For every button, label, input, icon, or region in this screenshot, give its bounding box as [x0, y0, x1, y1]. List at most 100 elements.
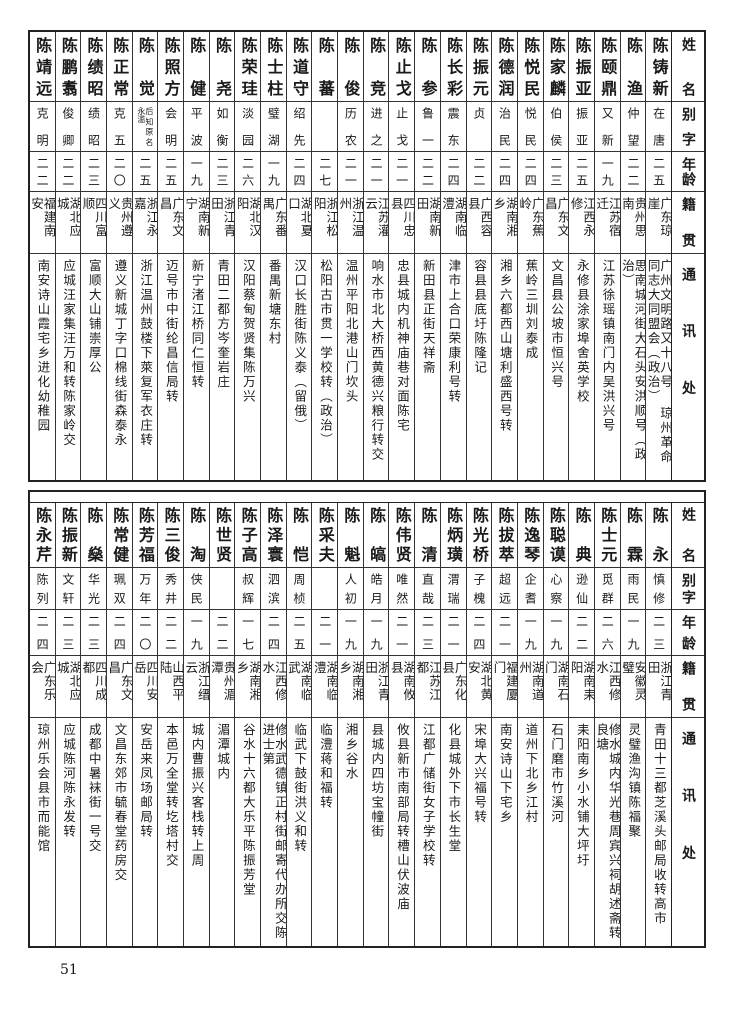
- origin-cell: 贵州湄潭: [209, 656, 235, 718]
- name-cell: 陈德润: [492, 32, 517, 102]
- alias-cell: 贞: [466, 102, 492, 152]
- address-text: 文昌县公坡市恒兴号: [549, 259, 565, 390]
- person-column: 陈绩昭 绩昭 二三 四川富顺 富顺大山铺崇厚公: [80, 32, 106, 480]
- origin-text: 四川富顺: [81, 197, 106, 238]
- address-cell: 汉口长胜街陈义泰（留俄）: [287, 254, 312, 480]
- origin-text: 湖北应城: [55, 197, 81, 238]
- name-text: 陈振亚: [572, 37, 592, 96]
- origin-cell: 四川安岳: [132, 656, 158, 718]
- origin-text: 福建南安: [29, 197, 55, 238]
- age-text: 二二: [35, 157, 50, 186]
- origin-text: 浙江青田: [646, 661, 671, 702]
- name-cell: 陈泽寰: [261, 502, 286, 568]
- header-alias-text: 别字: [680, 107, 696, 146]
- alias-cell: 叔辉: [235, 568, 260, 610]
- origin-cell: 江西永修: [569, 192, 594, 254]
- address-text: 容县县底圩陈隆记: [472, 259, 488, 375]
- name-cell: 陈铸新: [646, 32, 671, 102]
- origin-text: 湖北夏口: [286, 197, 312, 238]
- origin-cell: 安徽灵璧: [620, 656, 646, 718]
- age-text: 二三: [420, 615, 435, 650]
- address-text: 广州文明路又十八号 琼州革命同志大同盟会（政治）: [646, 259, 671, 465]
- name-cell: 陈逸琴: [517, 502, 543, 568]
- age-text: 二四: [497, 157, 512, 186]
- origin-text: 安徽灵璧: [620, 661, 646, 702]
- age-text: 二六: [600, 615, 615, 650]
- alias-cell: 陈列: [29, 568, 55, 610]
- alias-cell: 皓月: [363, 568, 389, 610]
- person-column: 陈渔 仲望 二二 贵州思南 思南城河街大石头安洪顺号（政治）: [619, 32, 646, 480]
- name-text: 陈家麟: [546, 37, 566, 96]
- age-cell: 二一: [389, 610, 415, 656]
- origin-text: 浙江永嘉: [132, 197, 158, 238]
- name-cell: 陈靖远: [29, 32, 55, 102]
- alias-cell: 仲望: [620, 102, 646, 152]
- age-cell: 二四: [517, 152, 543, 192]
- alias-cell: 绍先: [286, 102, 312, 152]
- alias-text: 悦民: [523, 107, 538, 146]
- person-column: 陈鹏翥 俊卿 二二 湖北应城 应城汪家集汪万和转陈家岭交: [54, 32, 81, 480]
- name-cell: 陈魁: [338, 502, 363, 568]
- alias-cell: 俊卿: [55, 102, 81, 152]
- alias-cell: 克五: [106, 102, 132, 152]
- origin-text: 湖南石门: [543, 661, 569, 702]
- alias-text: 企耆: [523, 573, 538, 604]
- name-text: 陈振元: [469, 37, 489, 96]
- alias-text: 淡园: [240, 107, 255, 146]
- header-age-cell: 年龄: [672, 152, 704, 192]
- alias-cell: 震东: [440, 102, 466, 152]
- origin-text: 福建厦门: [492, 661, 517, 702]
- origin-cell: 湖南新田: [415, 192, 440, 254]
- address-cell: 广州文明路又十八号 琼州革命同志大同盟会（政治）: [646, 254, 671, 480]
- address-cell: 城内曹振兴客栈转上周: [184, 718, 209, 946]
- name-text: 陈尧: [212, 37, 232, 96]
- person-column: 陈尧 如衡 二三 浙江青田 青田二都方岑奎岩庄: [208, 32, 235, 480]
- alias-cell: 文轩: [55, 568, 81, 610]
- address-text: 本邑万全堂转圪塔村交: [163, 723, 179, 868]
- age-text: 二二: [625, 157, 640, 186]
- age-cell: 二三: [55, 610, 81, 656]
- name-text: 陈铸新: [649, 37, 669, 96]
- age-text: 二一: [497, 615, 512, 650]
- address-cell: 松阳古市贯一学校转（政治）: [312, 254, 337, 480]
- person-column: 陈竞 进之 二一 江苏灌云 响水市北大桥西黄德兴粮行转交: [362, 32, 389, 480]
- origin-cell: 湖南临澧: [440, 192, 466, 254]
- alias-cell: 平波: [183, 102, 209, 152]
- alias-text: 觅群: [600, 573, 615, 604]
- alias-cell: [312, 568, 338, 610]
- address-text: 临武下鼓街洪义和转: [292, 723, 308, 854]
- origin-text: 江苏江都: [415, 661, 440, 702]
- origin-cell: 广东琼崖: [646, 192, 671, 254]
- age-cell: 一九: [338, 610, 363, 656]
- address-cell: 文昌县公坡市恒兴号: [544, 254, 569, 480]
- age-text: 二三: [651, 615, 666, 650]
- address-text: 县城内四坊宝幢街: [369, 723, 385, 839]
- origin-text: 贵州思南: [620, 197, 646, 238]
- address-cell: 本邑万全堂转圪塔村交: [158, 718, 183, 946]
- alias-cell: 雨民: [620, 568, 646, 610]
- address-text: 温州平阳北港山门坎头: [343, 259, 359, 404]
- origin-text: 广东琼崖: [646, 197, 671, 238]
- name-text: 陈常健: [110, 507, 130, 562]
- origin-cell: 湖南耒阳: [569, 656, 594, 718]
- origin-cell: 江西修水: [594, 656, 620, 718]
- name-text: 陈振新: [58, 507, 78, 562]
- header-address-text: 通讯处: [680, 267, 696, 397]
- name-text: 陈靖远: [33, 37, 53, 96]
- name-text: 陈长彩: [444, 37, 464, 96]
- origin-text: 江苏宿迁: [594, 197, 620, 238]
- alias-text: 贞: [471, 107, 486, 119]
- origin-cell: 湖南攸县: [389, 656, 415, 718]
- address-text: 谷水十六都大乐平陈振芳堂: [240, 723, 256, 897]
- name-text: 陈永: [649, 507, 669, 562]
- origin-cell: 浙江青田: [363, 656, 389, 718]
- person-column: 陈觉 后知原名永滥 二五 浙江永嘉 浙江温州鼓楼下萊复军衣庄转: [131, 32, 158, 480]
- header-address-cell: 通讯处: [672, 718, 704, 946]
- origin-text: 贵州湄潭: [209, 661, 235, 702]
- name-cell: 陈振亚: [569, 32, 594, 102]
- origin-cell: 广东文昌: [543, 192, 569, 254]
- alias-text: 历农: [343, 107, 358, 146]
- address-text: 汉口长胜街陈义泰（留俄）: [292, 259, 308, 433]
- age-text: 二七: [317, 157, 332, 186]
- address-cell: 应城汪家集汪万和转陈家岭交: [56, 254, 81, 480]
